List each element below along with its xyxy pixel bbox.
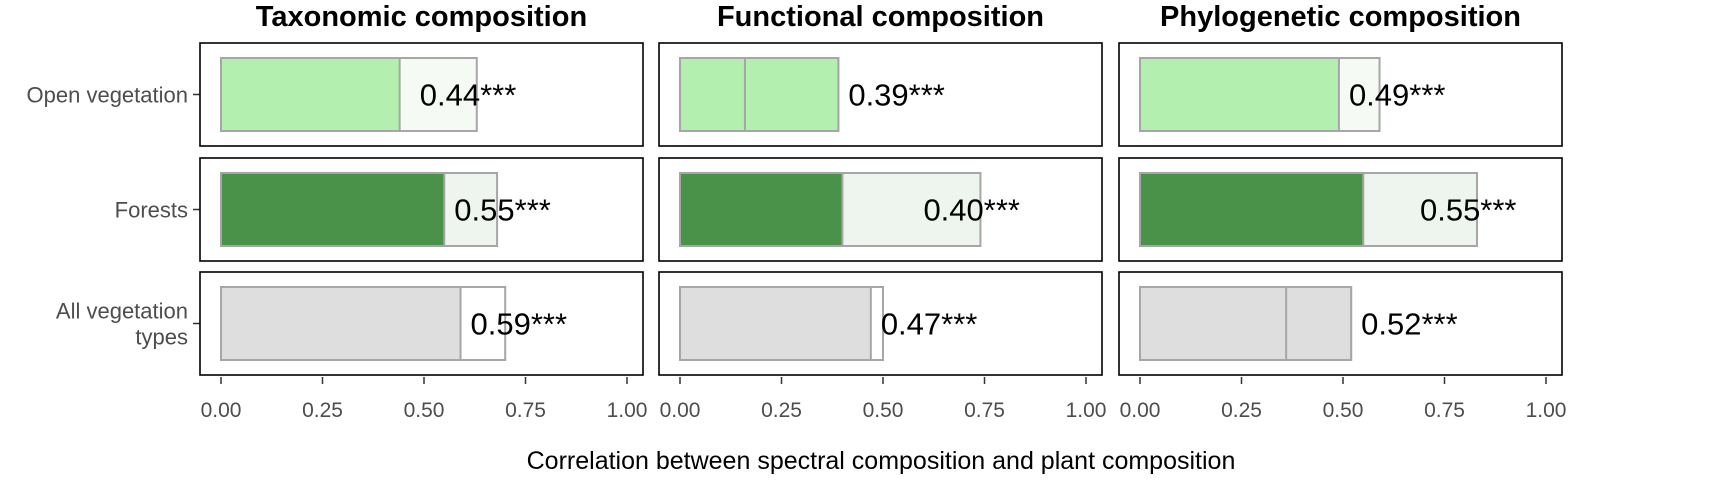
bar-value bbox=[220, 286, 462, 361]
data-label: 0.39*** bbox=[848, 78, 945, 113]
x-tick-label: 0.25 bbox=[1221, 399, 1262, 422]
x-tick-label: 0.00 bbox=[660, 399, 701, 422]
facet-title: Taxonomic composition bbox=[256, 1, 587, 33]
x-tick-label: 0.25 bbox=[761, 399, 802, 422]
x-tick-label: 0.50 bbox=[863, 399, 904, 422]
x-tick-label: 1.00 bbox=[607, 399, 648, 422]
data-label: 0.52*** bbox=[1361, 307, 1458, 342]
x-tick-label: 0.75 bbox=[505, 399, 546, 422]
data-label: 0.49*** bbox=[1349, 78, 1446, 113]
x-tick-label: 1.00 bbox=[1526, 399, 1567, 422]
x-tick-label: 0.75 bbox=[964, 399, 1005, 422]
data-label: 0.55*** bbox=[1420, 193, 1517, 228]
bar-value bbox=[679, 286, 872, 361]
x-tick-label: 0.25 bbox=[302, 399, 343, 422]
x-tick-label: 0.50 bbox=[1323, 399, 1364, 422]
row-label: Open vegetation bbox=[27, 83, 188, 108]
facet-title: Functional composition bbox=[717, 1, 1044, 33]
data-label: 0.59*** bbox=[471, 307, 568, 342]
bar-value bbox=[1139, 286, 1353, 361]
bar-value bbox=[220, 57, 401, 132]
x-tick-label: 0.50 bbox=[404, 399, 445, 422]
data-label: 0.44*** bbox=[420, 78, 517, 113]
bar-value bbox=[1139, 172, 1365, 247]
data-label: 0.55*** bbox=[454, 193, 551, 228]
bar-value bbox=[1139, 57, 1340, 132]
row-label: types bbox=[135, 325, 188, 350]
row-label: All vegetation bbox=[56, 299, 188, 324]
bar-value bbox=[679, 57, 840, 132]
x-tick-label: 1.00 bbox=[1066, 399, 1107, 422]
facet-title: Phylogenetic composition bbox=[1160, 1, 1521, 33]
row-label: Forests bbox=[115, 198, 188, 223]
x-axis-title: Correlation between spectral composition… bbox=[527, 447, 1236, 475]
data-label: 0.40*** bbox=[923, 193, 1020, 228]
bar-value bbox=[220, 172, 446, 247]
x-tick-label: 0.00 bbox=[201, 399, 242, 422]
x-tick-label: 0.75 bbox=[1424, 399, 1465, 422]
x-tick-label: 0.00 bbox=[1120, 399, 1161, 422]
data-label: 0.47*** bbox=[881, 307, 978, 342]
bar-value bbox=[679, 172, 844, 247]
